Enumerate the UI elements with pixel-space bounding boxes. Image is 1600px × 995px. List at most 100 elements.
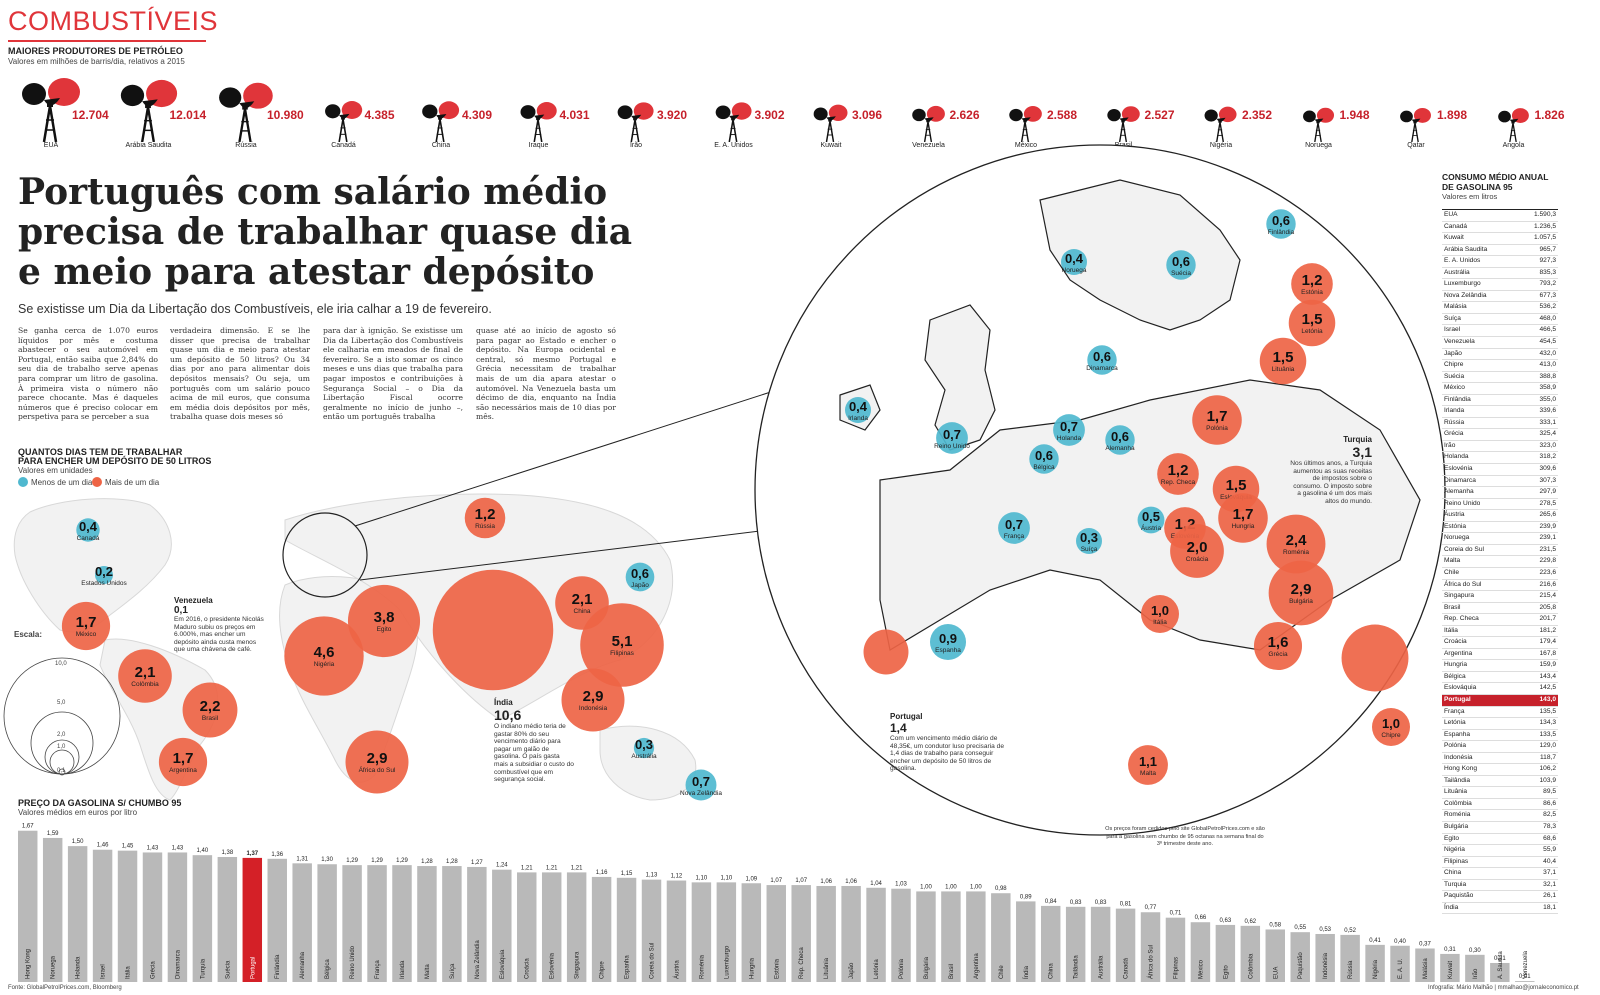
producer-country: Noruega <box>1305 142 1332 149</box>
consumption-country: Noruega <box>1444 534 1470 542</box>
consumption-value: 278,5 <box>1539 499 1556 507</box>
consumption-country: Portugal <box>1444 695 1471 703</box>
consumption-value: 143,4 <box>1539 672 1556 680</box>
scale-legend <box>3 657 121 776</box>
consumption-row: Nigéria 55,9 <box>1442 845 1558 857</box>
bubble-espanha <box>929 623 967 661</box>
consumption-row: Kuwait 1.057,5 <box>1442 233 1558 245</box>
bubble-australia <box>633 737 655 759</box>
consumption-country: Venezuela <box>1444 338 1475 346</box>
consumption-row: Estónia 239,9 <box>1442 522 1558 534</box>
bubble-country: Egito <box>377 626 392 633</box>
consumption-row: Rússia 333,1 <box>1442 418 1558 430</box>
bubble-value: 0,6 <box>1111 429 1129 444</box>
consumption-value: 413,0 <box>1539 361 1556 369</box>
bubble-country: China <box>574 608 591 615</box>
consumption-country: Arábia Saudita <box>1444 245 1488 253</box>
price-bar-australia <box>1090 906 1111 982</box>
price-bar-label: 0,37 <box>1419 941 1431 947</box>
scale-circle-10 <box>3 657 121 775</box>
price-bar-label: 1,13 <box>646 873 658 879</box>
consumption-country: Singapura <box>1444 592 1475 600</box>
bubble-value: 1,2 <box>1302 272 1323 289</box>
price-bar-category: Bélgica <box>325 959 331 979</box>
bubble-country: Nigéria <box>314 661 335 668</box>
producer-country: E. A. Unidos <box>714 142 753 149</box>
consumption-value: 205,8 <box>1539 603 1556 611</box>
consumption-country: Irão <box>1444 441 1456 449</box>
oil-derrick-icon <box>1400 107 1431 142</box>
oil-derrick-icon <box>422 101 460 142</box>
consumption-country: Colômbia <box>1444 799 1472 807</box>
price-bar-e-a-u <box>1390 945 1410 982</box>
price-bar-belgica <box>317 864 337 982</box>
price-bar-coreia-do-sul <box>641 879 662 982</box>
consumption-row: México 358,9 <box>1442 383 1558 395</box>
price-bar-portugal <box>242 857 263 982</box>
footer-source: Fonte: GlobalPetrolPrices.com, Bloomberg <box>8 985 122 991</box>
consumption-rows: EUA 1.590,3 Canadá 1.236,5 Kuwait 1.057,5 Aráb… <box>1442 209 1558 915</box>
price-bar-label: 0,52 <box>1344 928 1356 934</box>
bubble-country: Letónia <box>1301 328 1323 335</box>
consumption-value: 454,5 <box>1539 338 1556 346</box>
consumption-value: 318,2 <box>1539 453 1556 461</box>
consumption-country: Rep. Checa <box>1444 615 1479 623</box>
price-bar-label: 0,84 <box>1045 899 1057 905</box>
bubble-country: Estados Unidos <box>81 580 127 587</box>
oil-derrick-icon <box>1106 106 1140 142</box>
legend-more-label: Mais de um dia <box>105 478 160 487</box>
producer-value: 3.096 <box>852 108 883 122</box>
price-bar-label: 0,40 <box>1394 939 1406 945</box>
price-bar-holanda <box>67 846 88 982</box>
price-bar-turquia <box>192 855 213 982</box>
consumption-row: China 37,1 <box>1442 868 1558 880</box>
price-bar-india <box>1016 901 1036 982</box>
bubble-colombia <box>118 649 172 703</box>
oil-derrick-icon <box>120 79 177 142</box>
bubble-value: 2,9 <box>1291 581 1312 598</box>
consumption-country: Coreia do Sul <box>1444 545 1484 553</box>
price-bar-label: 0,01 <box>1519 974 1531 980</box>
consumption-country: Áustria <box>1444 511 1465 519</box>
price-bar-category: Croácia <box>525 958 531 979</box>
bubble-alemanha <box>1105 425 1135 455</box>
price-bar-category: Roménia <box>699 954 705 979</box>
days-heading-1: QUANTOS DIAS TEM DE TRABALHAR <box>18 447 183 457</box>
consumption-value: 223,6 <box>1539 568 1556 576</box>
callout-turquia-value: 3,1 <box>1352 444 1372 460</box>
bubble-value: 0,4 <box>849 399 868 414</box>
price-bar-label: 1,38 <box>221 850 233 856</box>
oil-derrick-icon <box>22 78 80 142</box>
consumption-country: Japão <box>1444 349 1462 357</box>
standfirst: Se existisse um Dia da Libertação dos Co… <box>18 302 492 316</box>
price-bar-chile <box>991 893 1011 982</box>
price-bar-category: Grécia <box>150 961 156 979</box>
bubble-country: Japão <box>631 582 649 589</box>
bubble-value: 1,7 <box>1233 506 1254 523</box>
bubble-country: França <box>1004 533 1025 540</box>
bubble-value: 0,2 <box>95 564 113 579</box>
price-bar-label: 1,15 <box>621 871 633 877</box>
bubble-noruega <box>1061 249 1087 275</box>
consumption-value: 134,3 <box>1539 719 1556 727</box>
consumption-value: 129,0 <box>1539 742 1556 750</box>
consumption-note: Valores em litros <box>1442 192 1498 201</box>
price-bar-category: Malásia <box>1423 958 1429 979</box>
bubble-value: 0,7 <box>1060 419 1078 434</box>
consumption-row: Eslovénia 309,6 <box>1442 464 1558 476</box>
price-bar-label: 0,89 <box>1020 894 1032 900</box>
bubble-country: Hungria <box>1232 523 1255 530</box>
price-bar-category: Holanda <box>76 956 82 979</box>
price-bar-category: Estónia <box>774 958 780 979</box>
bubble-japao <box>625 562 655 592</box>
australia-land <box>599 725 697 801</box>
bubble-estonia <box>1291 263 1333 305</box>
bubble-country: Holanda <box>1057 435 1082 442</box>
price-bar-israel <box>92 849 113 982</box>
bubble-suecia <box>1166 250 1196 280</box>
price-bar-indonesia <box>1315 933 1335 982</box>
consumption-row: Espanha 133,5 <box>1442 730 1558 742</box>
